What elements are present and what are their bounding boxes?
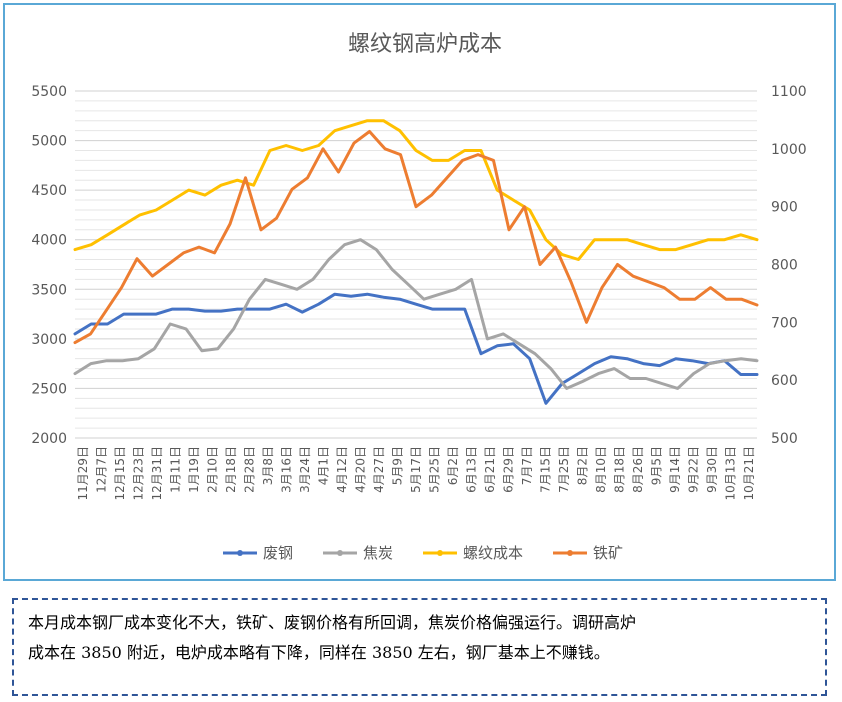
x-axis-tick-label: 2月18日 <box>224 446 238 493</box>
legend-label: 铁矿 <box>593 544 623 562</box>
left-axis-tick-label: 3500 <box>31 282 67 298</box>
right-axis-tick-label: 800 <box>771 258 798 274</box>
left-axis-tick-label: 5500 <box>31 84 67 100</box>
left-axis-tick-label: 4000 <box>31 233 67 249</box>
x-axis-tick-label: 10月21日 <box>742 446 756 501</box>
x-axis-tick-label: 3月8日 <box>261 446 275 485</box>
right-axis-tick-label: 900 <box>771 200 798 216</box>
note-line-2: 成本在 3850 附近，电炉成本略有下降，同样在 3850 左右，钢厂基本上不赚… <box>28 643 610 662</box>
x-axis-tick-label: 1月19日 <box>187 446 201 493</box>
x-axis-tick-label: 6月13日 <box>465 446 479 493</box>
x-axis-tick-label: 9月30日 <box>705 446 719 493</box>
legend-marker <box>237 550 243 556</box>
x-axis-tick-label: 3月24日 <box>298 446 312 493</box>
x-axis-tick-label: 4月12日 <box>335 446 349 493</box>
x-axis-tick-label: 5月9日 <box>391 446 405 485</box>
x-axis-tick-label: 4月1日 <box>317 446 331 485</box>
legend: 废钢 焦炭 螺纹成本 铁矿 <box>223 544 623 562</box>
series-line-铁矿 <box>73 130 759 345</box>
left-axis-tick-label: 3000 <box>31 332 67 348</box>
left-axis-tick-label: 4500 <box>31 183 67 199</box>
series-line-螺纹成本 <box>73 119 759 261</box>
x-axis-tick-label: 1月11日 <box>169 446 183 493</box>
x-axis-tick-label: 8月26日 <box>631 446 645 493</box>
x-axis-tick-label: 6月29日 <box>502 446 516 493</box>
x-axis-tick-label: 9月14日 <box>668 446 682 493</box>
x-axis-tick-label: 5月17日 <box>409 446 423 493</box>
x-axis-tick-label: 8月10日 <box>594 446 608 493</box>
series-line-废钢 <box>73 292 759 405</box>
legend-label: 焦炭 <box>363 544 393 562</box>
x-axis-tick-label: 12月15日 <box>113 446 127 501</box>
legend-marker <box>437 550 443 556</box>
legend-marker <box>567 550 573 556</box>
series-line-焦炭 <box>73 238 759 390</box>
legend-label: 螺纹成本 <box>463 544 523 562</box>
x-axis-tick-label: 6月21日 <box>483 446 497 493</box>
x-axis-tick-label: 4月27日 <box>372 446 386 493</box>
x-axis-tick-label: 7月25日 <box>557 446 571 493</box>
x-axis-tick-label: 12月23日 <box>132 446 146 501</box>
x-axis-tick-label: 8月2日 <box>576 446 590 485</box>
x-axis-tick-label: 10月13日 <box>724 446 738 501</box>
right-axis-tick-label: 1100 <box>771 84 807 100</box>
legend-label: 废钢 <box>263 544 293 562</box>
left-axis-tick-label: 5000 <box>31 134 67 150</box>
x-axis-tick-label: 9月5日 <box>650 446 664 485</box>
x-axis-tick-label: 12月7日 <box>95 446 109 493</box>
x-axis-tick-label: 2月28日 <box>243 446 257 493</box>
right-axis-tick-label: 600 <box>771 373 798 389</box>
legend-marker <box>337 550 343 556</box>
note-box: 本月成本钢厂成本变化不大，铁矿、废钢价格有所回调，焦炭价格偏强运行。调研高炉 成… <box>12 598 827 696</box>
x-axis-tick-label: 12月31日 <box>150 446 164 501</box>
x-axis-tick-label: 9月22日 <box>687 446 701 493</box>
chart-area: 螺纹钢高炉成本 2000 2500 3000 3500 4000 4500 5000 5500… <box>31 32 807 562</box>
note-line-1: 本月成本钢厂成本变化不大，铁矿、废钢价格有所回调，焦炭价格偏强运行。调研高炉 <box>28 613 637 632</box>
right-axis-tick-label: 1000 <box>771 142 807 158</box>
x-axis-tick-label: 4月20日 <box>354 446 368 493</box>
chart-title: 螺纹钢高炉成本 <box>348 32 502 57</box>
x-axis-tick-label: 8月18日 <box>613 446 627 493</box>
left-axis-tick-label: 2000 <box>31 431 67 447</box>
x-axis-tick-label: 7月15日 <box>539 446 553 493</box>
x-axis-tick-label: 2月10日 <box>206 446 220 493</box>
left-axis-tick-label: 2500 <box>31 381 67 397</box>
right-axis-tick-label: 700 <box>771 315 798 331</box>
x-axis-tick-label: 3月16日 <box>280 446 294 493</box>
x-axis-tick-label: 6月2日 <box>446 446 460 485</box>
right-axis-tick-label: 500 <box>771 431 798 447</box>
chart-frame: 螺纹钢高炉成本 2000 2500 3000 3500 4000 4500 5000 5500… <box>3 3 836 581</box>
x-axis-tick-label: 7月7日 <box>520 446 534 485</box>
x-axis-tick-label: 11月29日 <box>76 446 90 501</box>
x-axis-tick-label: 5月25日 <box>428 446 442 493</box>
